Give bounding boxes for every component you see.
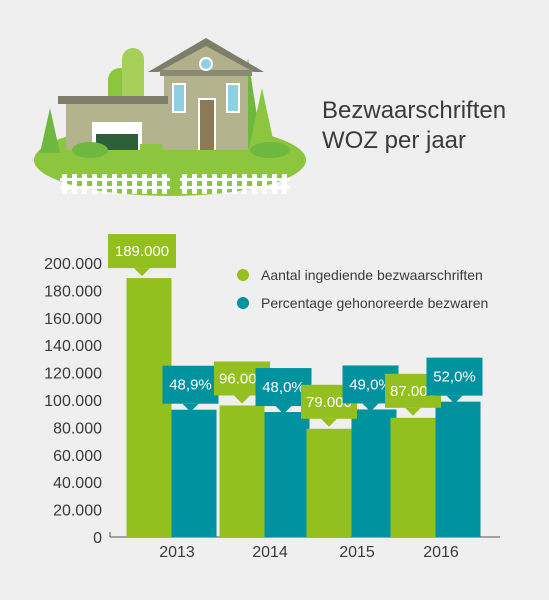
data-label-aantal-pointer <box>134 268 150 277</box>
data-label-percentage: 48,9% <box>162 365 219 412</box>
y-tick-label: 120.000 <box>44 366 102 383</box>
data-label-aantal-text: 79.000 <box>306 394 352 411</box>
bars: 189.000 48,9% 96.00048,0%79.00049,0%87.000… <box>108 234 483 537</box>
data-label-aantal-text: 96.000 <box>219 370 265 387</box>
y-tick-label: 100.000 <box>44 393 102 410</box>
y-tick-label: 40.000 <box>53 475 102 492</box>
page-title: Bezwaarschriften WOZ per jaar <box>322 96 506 156</box>
bar-aantal <box>219 405 265 537</box>
data-label-percentage-text: 52,0% <box>433 369 476 386</box>
legend-label: Percentage gehonoreerde bezwaren <box>261 295 488 311</box>
category-label: 2015 <box>339 544 375 561</box>
bar-percentage <box>435 401 481 537</box>
y-tick-label: 20.000 <box>53 503 102 520</box>
data-label-percentage-text: 48,9% <box>169 377 212 394</box>
category-label: 2016 <box>423 544 459 561</box>
data-label-percentage-box <box>426 357 483 396</box>
y-axis: 0 20.000 40.000 60.000 80.000 100.000 120.000 1… <box>44 256 102 547</box>
data-label-percentage-pointer <box>446 395 463 404</box>
legend-label: Aantal ingediende bezwaarschriften <box>261 267 483 283</box>
legend: Aantal ingediende bezwaarschriften Percen… <box>237 267 488 311</box>
data-label-percentage-text: 49,0% <box>349 376 392 393</box>
legend-marker <box>237 269 249 281</box>
y-tick-label: 80.000 <box>53 420 102 437</box>
y-tick-label: 200.000 <box>44 256 102 273</box>
y-tick-label: 0 <box>93 530 102 547</box>
legend-marker <box>237 297 249 309</box>
y-tick-label: 160.000 <box>44 311 102 328</box>
data-label-aantal-box <box>108 234 176 269</box>
bar-percentage <box>264 412 310 537</box>
data-label-aantal-pointer <box>234 395 250 404</box>
data-label-aantal-text: 189.000 <box>115 243 169 260</box>
data-label-aantal-pointer <box>321 418 337 427</box>
data-label-percentage-pointer <box>182 403 199 412</box>
bar-aantal <box>306 428 352 537</box>
data-label-aantal-text: 87.000 <box>390 383 436 400</box>
category-label: 2014 <box>252 544 288 561</box>
house-illustration <box>34 38 306 196</box>
bar-aantal <box>126 278 172 537</box>
y-tick-label: 180.000 <box>44 283 102 300</box>
y-tick-label: 140.000 <box>44 338 102 355</box>
title-line-1: Bezwaarschriften <box>322 97 507 124</box>
data-label-percentage-box <box>162 365 219 404</box>
y-tick-label: 60.000 <box>53 448 102 465</box>
category-label: 2013 <box>159 544 195 561</box>
data-label-percentage-pointer <box>362 403 379 412</box>
bar-percentage <box>351 409 397 537</box>
data-label-percentage-pointer <box>275 406 292 415</box>
title-line-2: WOZ per jaar <box>322 127 467 154</box>
bar-aantal <box>390 417 436 537</box>
bar-percentage <box>171 409 217 537</box>
data-label-aantal: 189.000 <box>108 234 176 277</box>
data-label-aantal-pointer <box>405 407 421 416</box>
data-label-percentage: 52,0% <box>426 357 483 404</box>
data-label-percentage-text: 48,0% <box>262 379 305 396</box>
